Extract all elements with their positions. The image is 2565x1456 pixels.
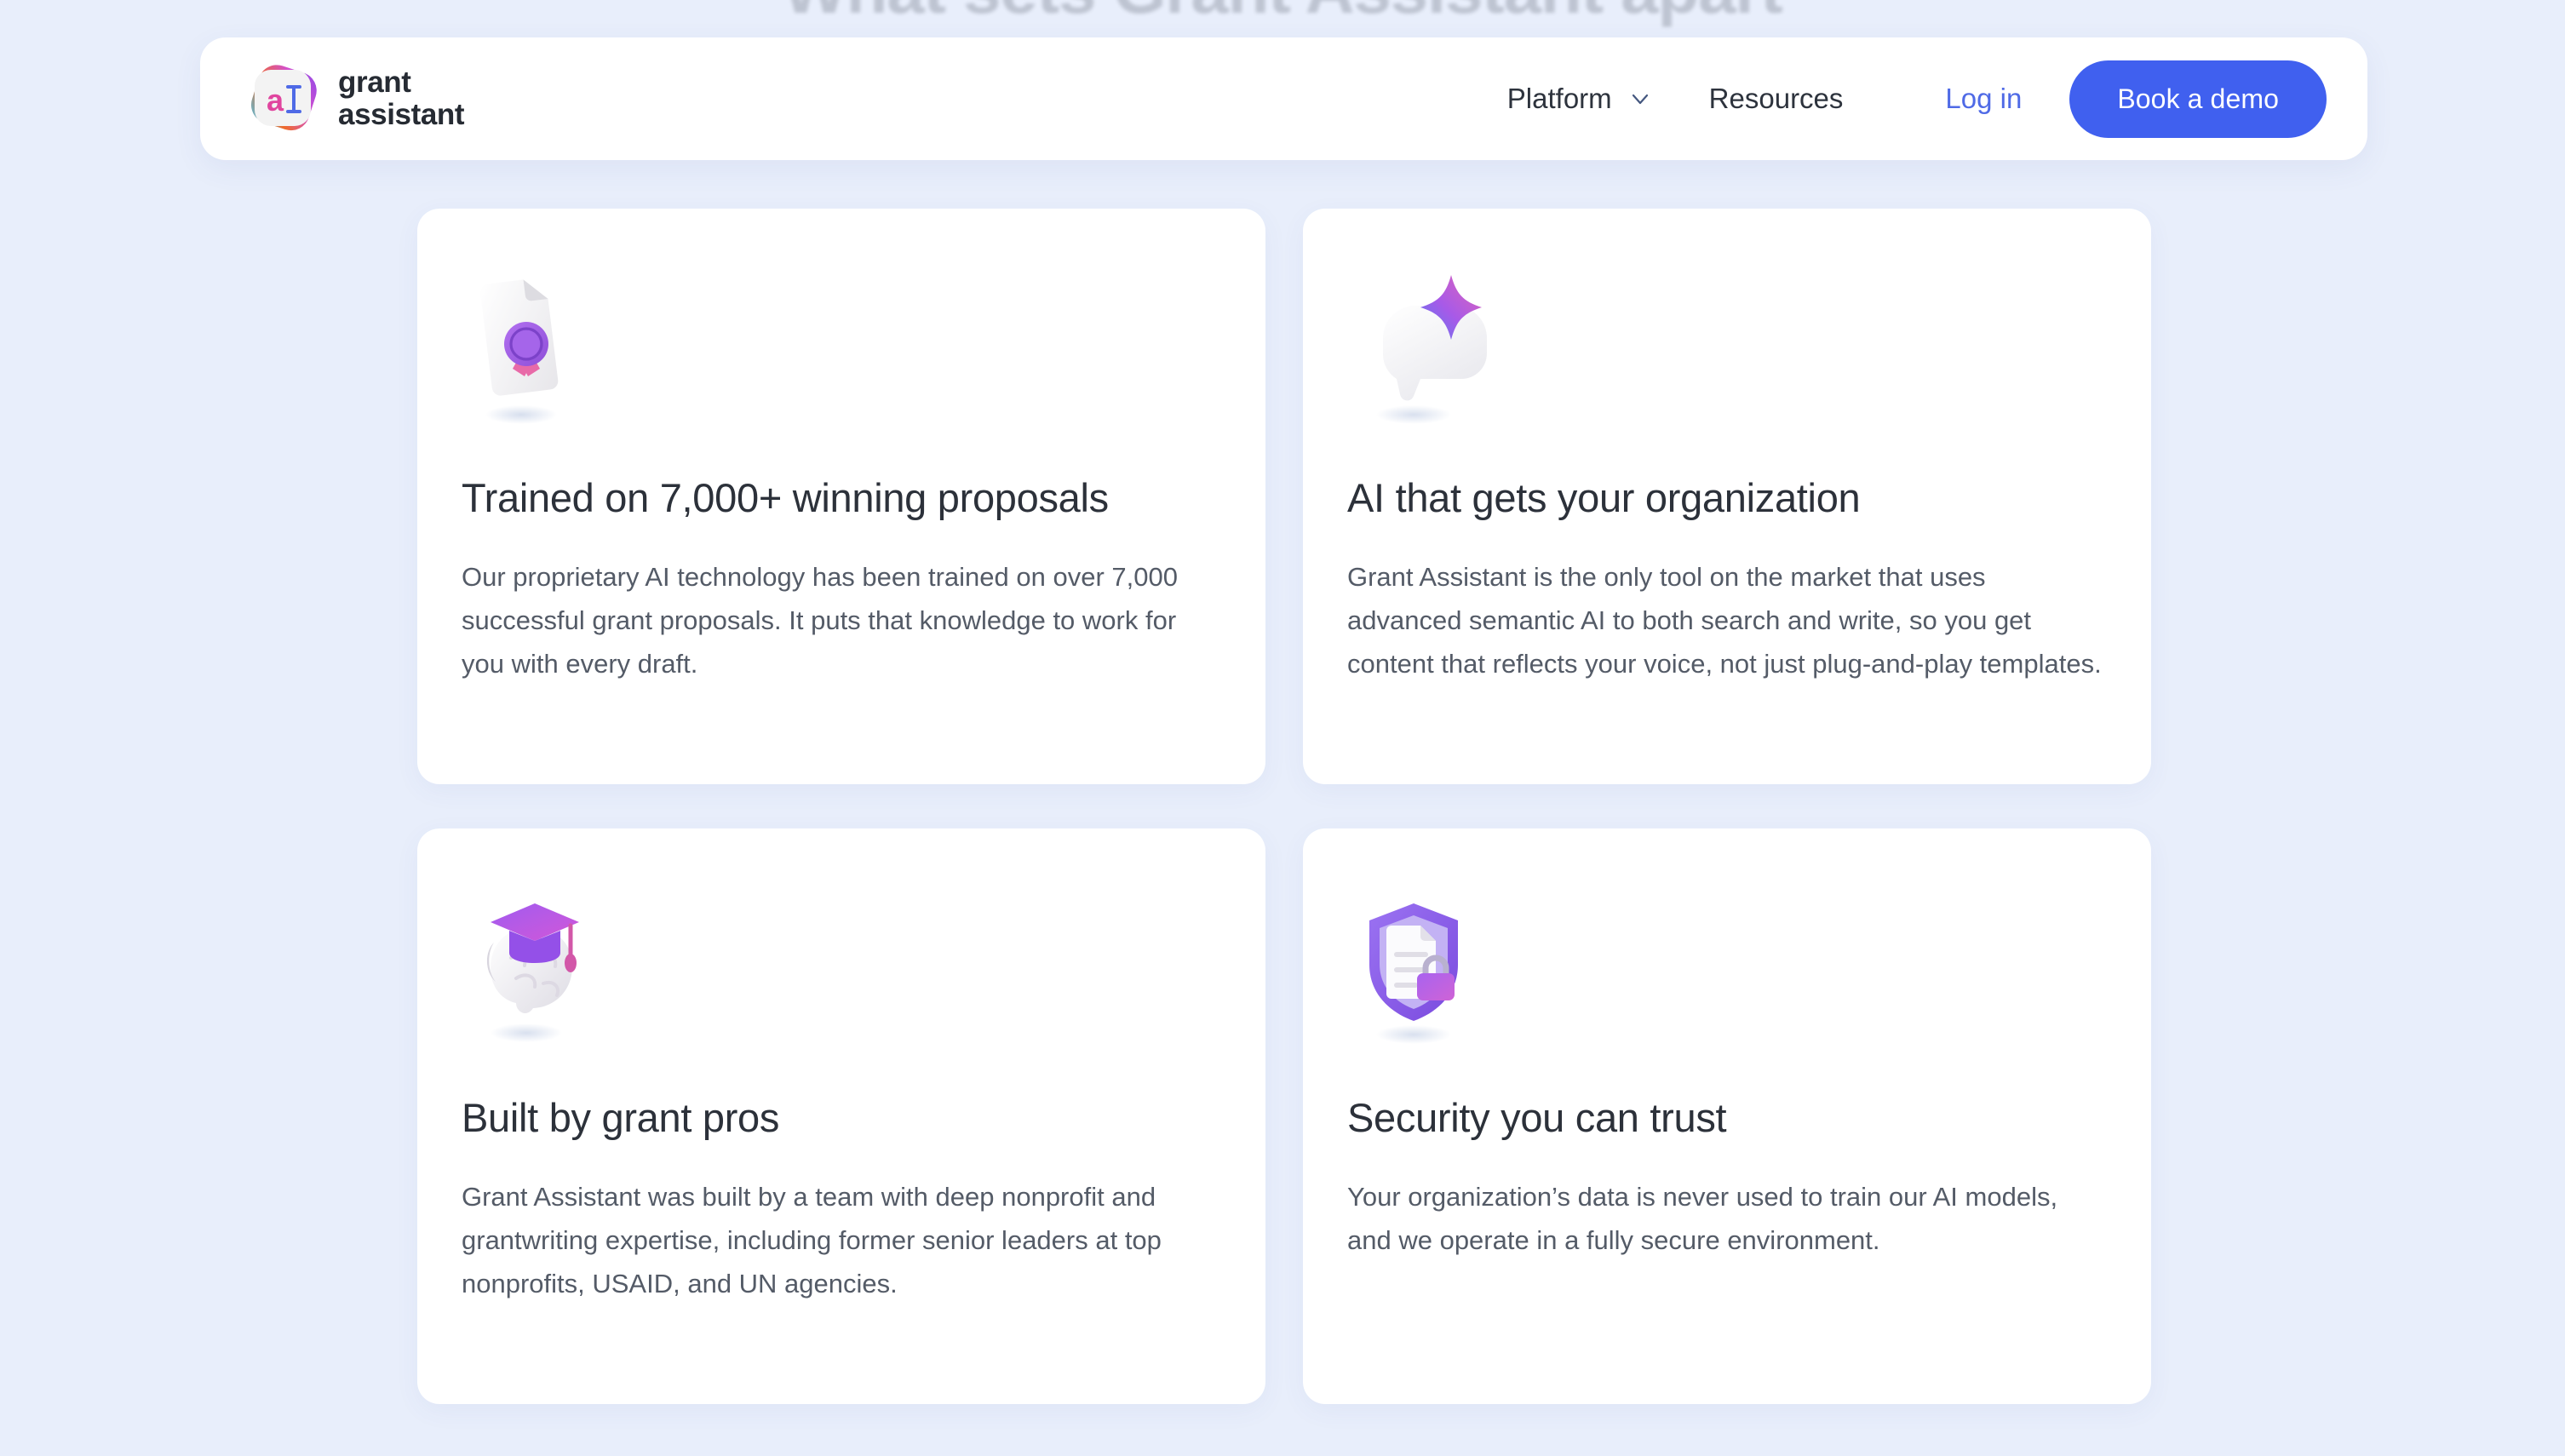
brain-graduation-cap-icon (462, 876, 683, 1072)
feature-card-title: Security you can trust (1347, 1095, 1727, 1140)
feature-card-grid: Trained on 7,000+ winning proposals Our … (417, 209, 2151, 1404)
login-link[interactable]: Log in (1945, 83, 2023, 114)
primary-nav: Platform Resources (1507, 83, 1844, 115)
grant-assistant-logo-icon: a (248, 62, 321, 135)
feature-card-built-by-grant-pros: Built by grant pros Grant Assistant was … (417, 828, 1265, 1404)
brand-line-1: grant (338, 66, 411, 100)
header-actions: Log in Book a demo (1945, 60, 2327, 138)
nav-item-resources-label: Resources (1708, 83, 1844, 114)
feature-card-body: Grant Assistant was built by a team with… (462, 1182, 1162, 1299)
chevron-down-icon (1629, 88, 1651, 110)
feature-card-body: Your organization’s data is never used t… (1347, 1182, 2058, 1256)
feature-card-trained-on-proposals: Trained on 7,000+ winning proposals Our … (417, 209, 1265, 784)
feature-card-body: Grant Assistant is the only tool on the … (1347, 562, 2102, 679)
brand-line-2: assistant (338, 98, 465, 131)
nav-item-platform-label: Platform (1506, 83, 1612, 114)
nav-item-platform[interactable]: Platform (1507, 83, 1651, 115)
shield-document-lock-icon (1347, 876, 1569, 1072)
svg-text:a: a (267, 83, 284, 118)
book-a-demo-button[interactable]: Book a demo (2069, 60, 2327, 138)
document-award-seal-icon (462, 256, 683, 452)
speech-bubble-sparkle-icon (1347, 256, 1569, 452)
site-header: a grant assistant Platform Resourc (200, 37, 2367, 160)
brand-logo-link[interactable]: a grant assistant (248, 62, 465, 135)
nav-item-resources[interactable]: Resources (1709, 83, 1844, 115)
feature-card-ai-organization: AI that gets your organization Grant Ass… (1303, 209, 2151, 784)
feature-card-title: Trained on 7,000+ winning proposals (462, 475, 1109, 520)
feature-card-title: Built by grant pros (462, 1095, 780, 1140)
brand-wordmark: grant assistant (338, 66, 465, 131)
feature-card-body: Our proprietary AI technology has been t… (462, 562, 1178, 679)
feature-card-security: Security you can trust Your organization… (1303, 828, 2151, 1404)
feature-card-title: AI that gets your organization (1347, 475, 1861, 520)
section-heading: What sets Grant Assistant apart (0, 0, 2565, 29)
